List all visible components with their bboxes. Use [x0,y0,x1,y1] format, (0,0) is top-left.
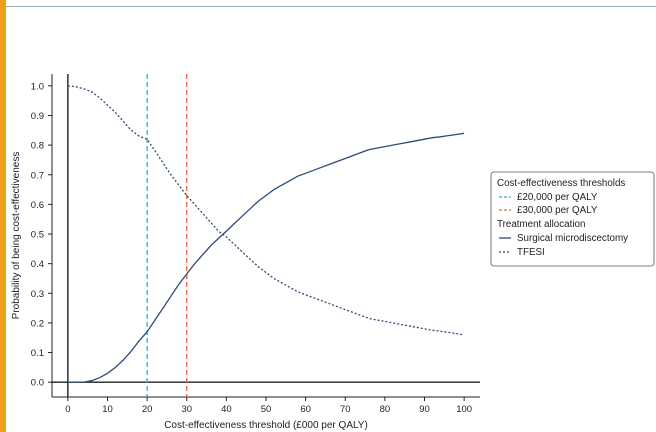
y-axis-ticks: 0.0 0.1 0.2 0.3 0.4 0.5 0.6 0.7 0.8 0.9 1.0 [31,81,52,389]
y-tick-label: 0.0 [31,378,44,389]
series-line-0 [67,132,465,383]
legend-label-threshold-20000: £20,000 per QALY [517,192,598,203]
top-divider [6,6,656,7]
legend-box [490,171,655,267]
y-tick-label: 0.9 [31,111,44,122]
y-tick-label: 0.1 [31,348,44,359]
x-axis-ticks: 0 10 20 30 40 50 60 70 80 90 100 [65,397,472,415]
y-tick-label: 0.3 [31,289,44,300]
legend-label-threshold-30000: £30,000 per QALY [517,205,598,216]
legend-title-thresholds: Cost-effectiveness thresholds [497,178,625,189]
y-tick-label: 0.2 [31,318,44,329]
series-line-1 [67,85,465,336]
legend-label-tfesi: TFESI [517,247,545,258]
x-axis-title: Cost-effectiveness threshold (£000 per Q… [164,420,368,431]
legend-label-surgical-microdiscectomy: Surgical microdiscectomy [517,233,628,244]
x-tick-label: 60 [300,404,311,415]
y-axis-title: Probability of being cost-effectiveness [11,152,22,320]
y-tick-label: 0.8 [31,141,44,152]
legend: Cost-effectiveness thresholds £20,000 pe… [490,171,655,267]
x-tick-label: 30 [181,404,192,415]
threshold-lines [146,74,188,397]
x-tick-label: 40 [221,404,232,415]
x-tick-label: 10 [102,404,113,415]
x-tick-label: 20 [142,404,153,415]
x-tick-label: 90 [419,404,430,415]
left-accent-bar [0,0,6,432]
y-tick-label: 1.0 [31,81,44,92]
x-tick-label: 100 [456,404,472,415]
x-tick-label: 80 [380,404,391,415]
x-tick-label: 70 [340,404,351,415]
legend-title-allocation: Treatment allocation [497,219,585,230]
y-tick-label: 0.6 [31,200,44,211]
y-tick-label: 0.5 [31,230,44,241]
x-tick-label: 50 [261,404,272,415]
y-tick-label: 0.7 [31,170,44,181]
x-tick-label: 0 [65,404,70,415]
y-tick-label: 0.4 [31,259,44,270]
plot-area: 0 10 20 30 40 50 60 70 80 90 100 0.00.10.20.30.40.… [31,74,480,415]
series-lines [67,85,465,383]
